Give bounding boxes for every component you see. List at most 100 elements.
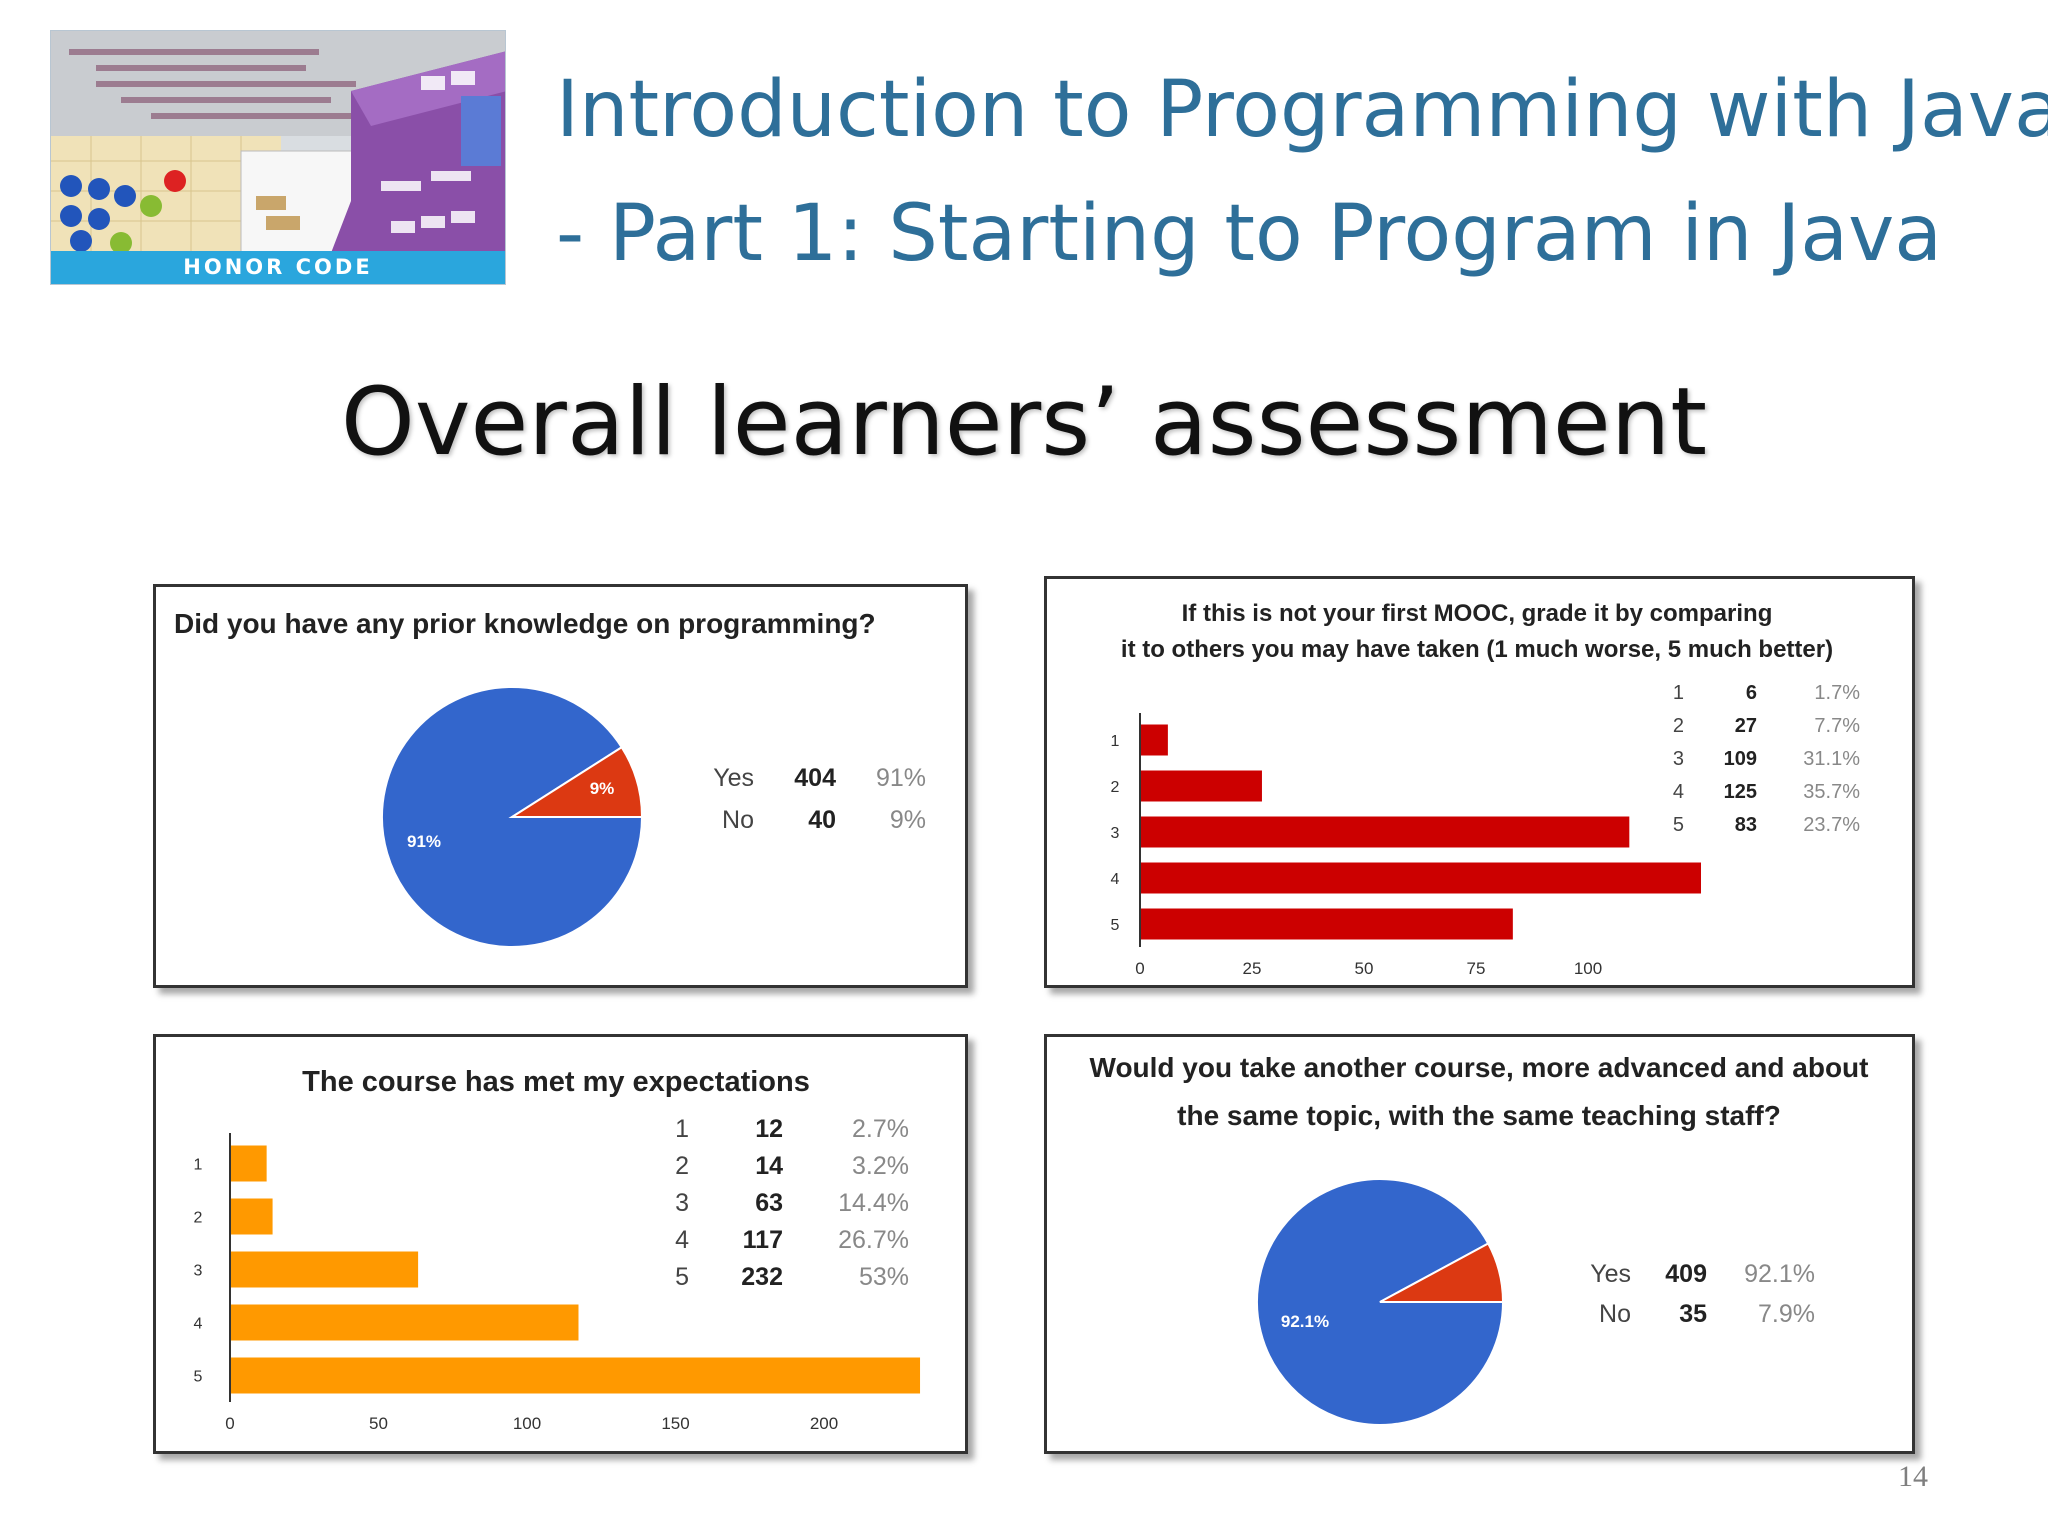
prior-knowledge-chart: Did you have any prior knowledge on prog…: [174, 608, 926, 948]
x-tick-label: 75: [1467, 959, 1486, 978]
chart-title: The course has met my expectations: [302, 1066, 810, 1098]
bar: [1141, 816, 1630, 848]
legend-percent: 31.1%: [1803, 748, 1860, 770]
legend-count: 125: [1724, 781, 1757, 803]
legend-count: 35: [1679, 1300, 1707, 1328]
category-tick-label: 2: [194, 1210, 203, 1227]
mooc-comparison-chart: If this is not your first MOOC, grade it…: [1111, 600, 1861, 978]
another-course-chart: Would you take another course, more adva…: [1090, 1052, 1869, 1426]
bar: [231, 1198, 273, 1235]
bar: [1141, 862, 1701, 894]
legend-count: 27: [1735, 715, 1757, 737]
category-tick-label: 5: [194, 1369, 203, 1386]
legend-percent: 1.7%: [1814, 682, 1860, 704]
legend-percent: 7.9%: [1758, 1300, 1815, 1328]
legend-count: 14: [755, 1152, 783, 1180]
legend-percent: 53%: [859, 1263, 909, 1291]
legend-label: 4: [1673, 781, 1684, 803]
x-tick-label: 50: [369, 1414, 388, 1433]
course-title-line1: Introduction to Programming with Java: [556, 65, 2048, 155]
bar: [1141, 724, 1168, 756]
pie-slice-label: 92.1%: [1281, 1312, 1329, 1331]
legend-percent: 14.4%: [838, 1189, 909, 1217]
legend-label: 3: [1673, 748, 1684, 770]
category-tick-label: 4: [1111, 871, 1120, 888]
category-tick-label: 2: [1111, 779, 1120, 796]
category-tick-label: 5: [1111, 917, 1120, 934]
legend-label: 3: [675, 1189, 689, 1217]
category-tick-label: 3: [1111, 825, 1120, 842]
legend-label: 5: [1673, 814, 1684, 836]
legend-percent: 7.7%: [1814, 715, 1860, 737]
category-tick-label: 4: [194, 1316, 203, 1333]
x-tick-label: 50: [1355, 959, 1374, 978]
bar: [231, 1304, 579, 1341]
prior-knowledge-panel: Did you have any prior knowledge on prog…: [153, 584, 968, 988]
pie-slice-no: [1379, 1242, 1505, 1303]
legend-label: 2: [1673, 715, 1684, 737]
pie-slice-label: 9%: [590, 779, 615, 798]
x-tick-label: 100: [513, 1414, 541, 1433]
legend-count: 117: [743, 1226, 783, 1254]
chart-title-line2: the same topic, with the same teaching s…: [1177, 1100, 1781, 1131]
another-course-panel: Would you take another course, more adva…: [1044, 1034, 1915, 1454]
category-tick-label: 1: [194, 1157, 203, 1174]
legend-percent: 2.7%: [852, 1115, 909, 1143]
bar: [231, 1145, 267, 1182]
course-banner-art: [51, 31, 505, 253]
legend-label: 1: [675, 1115, 689, 1143]
legend-percent: 3.2%: [852, 1152, 909, 1180]
course-title: Introduction to Programming with Java - …: [556, 48, 2048, 296]
bar: [1141, 908, 1513, 940]
x-tick-label: 0: [225, 1414, 234, 1433]
category-tick-label: 1: [1111, 733, 1120, 750]
chart-title-line2: it to others you may have taken (1 much …: [1121, 636, 1833, 663]
legend-label: 4: [675, 1226, 689, 1254]
x-tick-label: 100: [1574, 959, 1602, 978]
legend-label: Yes: [1590, 1260, 1631, 1288]
legend-percent: 35.7%: [1803, 781, 1860, 803]
pie-slice-yes: [381, 686, 644, 948]
legend-count: 109: [1724, 748, 1757, 770]
legend-count: 404: [794, 764, 836, 792]
x-tick-label: 0: [1135, 959, 1144, 978]
legend-percent: 91%: [876, 764, 926, 792]
legend-count: 63: [755, 1189, 783, 1217]
bar: [1141, 770, 1262, 802]
category-tick-label: 3: [194, 1263, 203, 1280]
legend-count: 232: [741, 1263, 783, 1291]
mooc-comparison-panel: If this is not your first MOOC, grade it…: [1044, 576, 1915, 988]
pie-slice-no: [508, 745, 644, 818]
legend-label: 1: [1673, 682, 1684, 704]
legend-count: 40: [808, 806, 836, 834]
x-tick-label: 200: [810, 1414, 838, 1433]
legend-label: No: [1599, 1300, 1631, 1328]
legend-label: 5: [675, 1263, 689, 1291]
legend-percent: 26.7%: [838, 1226, 909, 1254]
course-title-line2: - Part 1: Starting to Program in Java: [556, 189, 1943, 279]
legend-count: 409: [1665, 1260, 1707, 1288]
chart-title: Did you have any prior knowledge on prog…: [174, 608, 876, 639]
legend-percent: 23.7%: [1803, 814, 1860, 836]
honor-code-label: HONOR CODE: [51, 251, 505, 284]
legend-percent: 9%: [890, 806, 926, 834]
pie-slice-label: 91%: [407, 832, 441, 851]
legend-percent: 92.1%: [1744, 1260, 1815, 1288]
legend-count: 6: [1746, 682, 1757, 704]
x-tick-label: 150: [661, 1414, 689, 1433]
chart-title-line1: If this is not your first MOOC, grade it…: [1182, 600, 1773, 627]
legend-count: 12: [755, 1115, 783, 1143]
legend-label: 2: [675, 1152, 689, 1180]
page-number: 14: [1898, 1460, 1928, 1493]
legend-label: Yes: [713, 764, 754, 792]
expectations-panel: The course has met my expectations 1 12 2.7…: [153, 1034, 968, 1454]
x-tick-label: 25: [1243, 959, 1262, 978]
legend-label: No: [722, 806, 754, 834]
slide-header: HONOR CODE Introduction to Programming w…: [0, 0, 2048, 300]
legend-count: 83: [1735, 814, 1757, 836]
bar: [231, 1251, 419, 1288]
chart-title-line1: Would you take another course, more adva…: [1090, 1052, 1869, 1083]
course-banner: HONOR CODE: [50, 30, 506, 285]
bar: [231, 1357, 921, 1394]
